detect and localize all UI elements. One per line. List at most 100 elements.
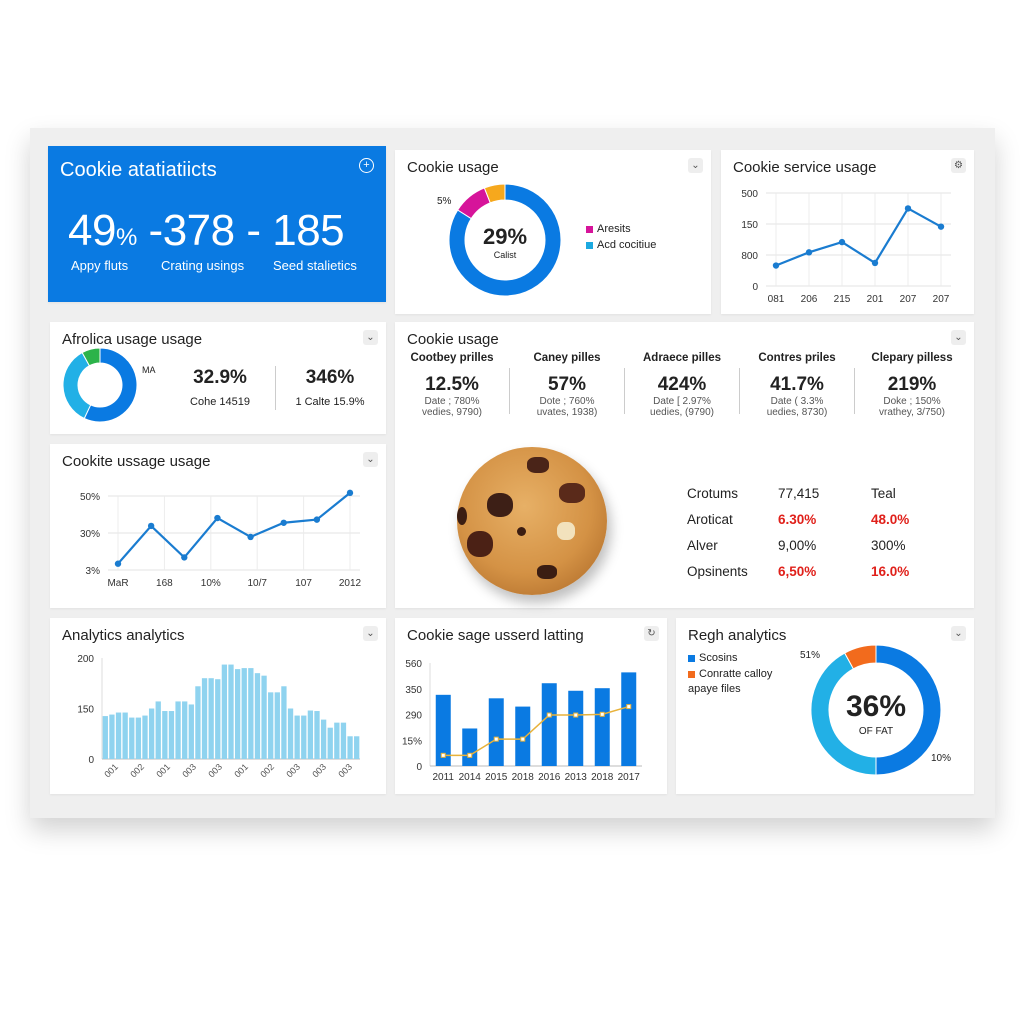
divider [854,368,855,414]
table-row: Alver 9,00% 300% [687,538,909,564]
legend-label: Conratte calloy [699,668,773,680]
bar [248,668,254,759]
kpi-detail: Date ; 780% [424,396,480,407]
chevron-down-icon[interactable]: ⌄ [688,158,703,173]
y-tick-label: 0 [416,762,422,773]
x-tick-label: 2014 [459,772,482,783]
bar [175,701,181,759]
settings-icon[interactable]: ⚙ [951,158,966,173]
chevron-down-icon[interactable]: ⌄ [363,452,378,467]
x-tick-label: 206 [801,294,818,305]
bar [347,736,353,759]
bar [594,688,610,766]
legend-swatch [688,654,695,662]
card-title: Cookite ussage usage [62,453,211,470]
series-line [117,491,351,565]
data-point [114,560,122,567]
x-tick-label: 002 [128,762,146,780]
bar [274,692,280,759]
kpi-column: Caney pilles 57% Dote ; 760% uvates, 1938) [511,352,623,418]
chevron-down-icon[interactable]: ⌄ [363,330,378,345]
x-tick-label: 001 [232,762,250,780]
x-tick-label: 2011 [432,772,454,783]
kpi-column: Adraece pilles 424% Date [ 2.97% uedies, (9… [626,352,738,418]
bar [148,708,155,759]
chevron-down-icon[interactable]: ⌄ [951,330,966,345]
divider [739,368,740,414]
x-tick-label: MaR [107,578,128,589]
bar [294,715,300,759]
kpi-value: 219% [887,374,937,395]
kpi-header: Cootbey prilles [410,352,494,364]
plus-circle-icon[interactable]: + [359,158,374,173]
bar [234,669,241,759]
bar [488,698,504,766]
x-tick-label: 2017 [618,772,641,783]
y-tick-label: 30% [80,529,100,540]
bar [541,683,557,766]
data-point [805,249,813,256]
donut-chart [810,644,942,776]
data-point [937,223,945,230]
card-title: Cookie sage usserd latting [407,627,584,644]
bar [201,678,208,759]
row-label: Alver [687,538,718,553]
chevron-down-icon[interactable]: ⌄ [363,626,378,641]
legend-item: Aresits [586,223,631,235]
cookie-usage-main-card: Cookie usage ⌄ Cootbey prilles 12.5% Date … [395,322,974,608]
donut-chart [448,183,562,297]
x-tick-label: 2018 [591,772,614,783]
metric-label: Cohe 14519 [190,396,250,408]
y-tick-label: 150 [77,705,94,716]
x-tick-label: 215 [834,294,851,305]
x-tick-label: 081 [768,294,785,305]
kpi-detail: vedies, 9790) [421,407,483,418]
y-tick-label: 500 [741,189,758,200]
stat-label: Crating usings [161,258,245,273]
row-value: 16.0% [871,564,910,579]
x-tick-label: 003 [180,762,198,780]
kpi-detail: uedies, (9790) [650,407,714,418]
bar [568,690,584,766]
bar [281,686,287,759]
bar [261,675,267,759]
bar [215,679,221,759]
x-tick-label: 003 [310,762,328,780]
legend-item: Acd cocitiue [586,239,656,251]
data-point [904,205,912,212]
x-tick-label: 2013 [565,772,588,783]
cookie-image [457,447,607,595]
data-point [147,522,155,530]
center-label: OF FAT [858,726,894,737]
donut-slice [448,183,562,297]
y-tick-label: 150 [741,220,758,231]
y-tick-label: 50% [80,492,100,503]
legend-label: Scosins [699,652,738,664]
refresh-icon[interactable]: ↻ [644,626,659,641]
bar [122,712,128,759]
data-point [440,752,446,758]
y-tick-label: 15% [402,736,422,747]
bar [155,701,161,759]
bar [340,722,347,759]
data-point [626,704,632,710]
kpi-header: Caney pilles [533,352,601,364]
bar [320,719,327,759]
center-value: 29% [482,224,528,249]
x-tick-label: 10/7 [247,578,267,589]
chevron-down-icon[interactable]: ⌄ [951,626,966,641]
y-tick-label: 200 [77,654,94,665]
stat-value: 378 [162,206,235,255]
metric-value: 346% [305,367,355,388]
bar [334,722,340,759]
row-label: Opsinents [687,564,748,579]
kpi-header: Contres priles [758,352,836,364]
line-chart: 0 800 150 500 081 206 215 201 207 207 [741,189,951,305]
x-tick-label: 003 [206,762,224,780]
x-tick-label: 201 [867,294,884,305]
bar [228,664,234,759]
data-point [546,712,552,718]
callout: 10% [931,753,952,764]
bar [182,701,188,759]
